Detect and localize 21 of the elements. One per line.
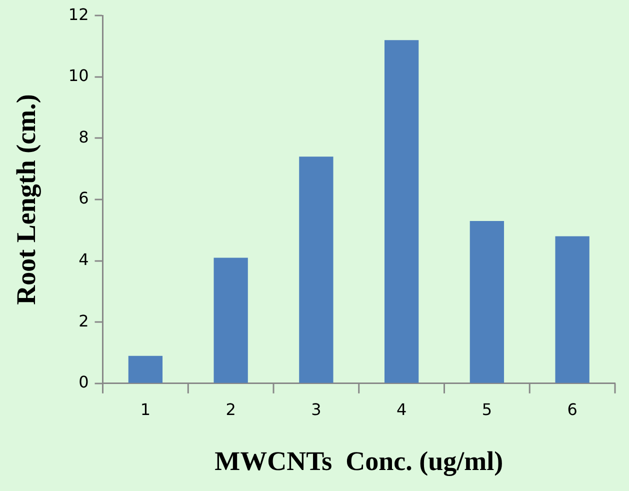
y-axis-title: Root Length (cm.) bbox=[11, 94, 42, 305]
x-tick-label: 3 bbox=[311, 400, 322, 420]
x-axis-title: MWCNTs Conc. (ug/ml) bbox=[214, 446, 504, 476]
bar bbox=[470, 220, 504, 383]
y-tick-label: 2 bbox=[78, 311, 89, 330]
x-tick-label: 6 bbox=[567, 400, 578, 420]
y-tick-label: 12 bbox=[68, 4, 89, 24]
x-tick-label: 4 bbox=[396, 400, 407, 420]
y-tick-label: 0 bbox=[78, 372, 89, 392]
x-tick-label: 1 bbox=[140, 400, 151, 420]
y-tick-label: 6 bbox=[78, 188, 89, 208]
bar bbox=[128, 356, 163, 383]
bar bbox=[384, 40, 419, 383]
y-tick-label: 4 bbox=[78, 250, 89, 269]
x-tick-label: 2 bbox=[226, 400, 236, 420]
bar bbox=[214, 258, 248, 383]
bar bbox=[299, 156, 334, 383]
y-tick-label: 10 bbox=[68, 66, 89, 86]
y-tick-label: 8 bbox=[78, 127, 89, 146]
x-tick-label: 5 bbox=[482, 400, 492, 420]
bar bbox=[555, 236, 590, 383]
